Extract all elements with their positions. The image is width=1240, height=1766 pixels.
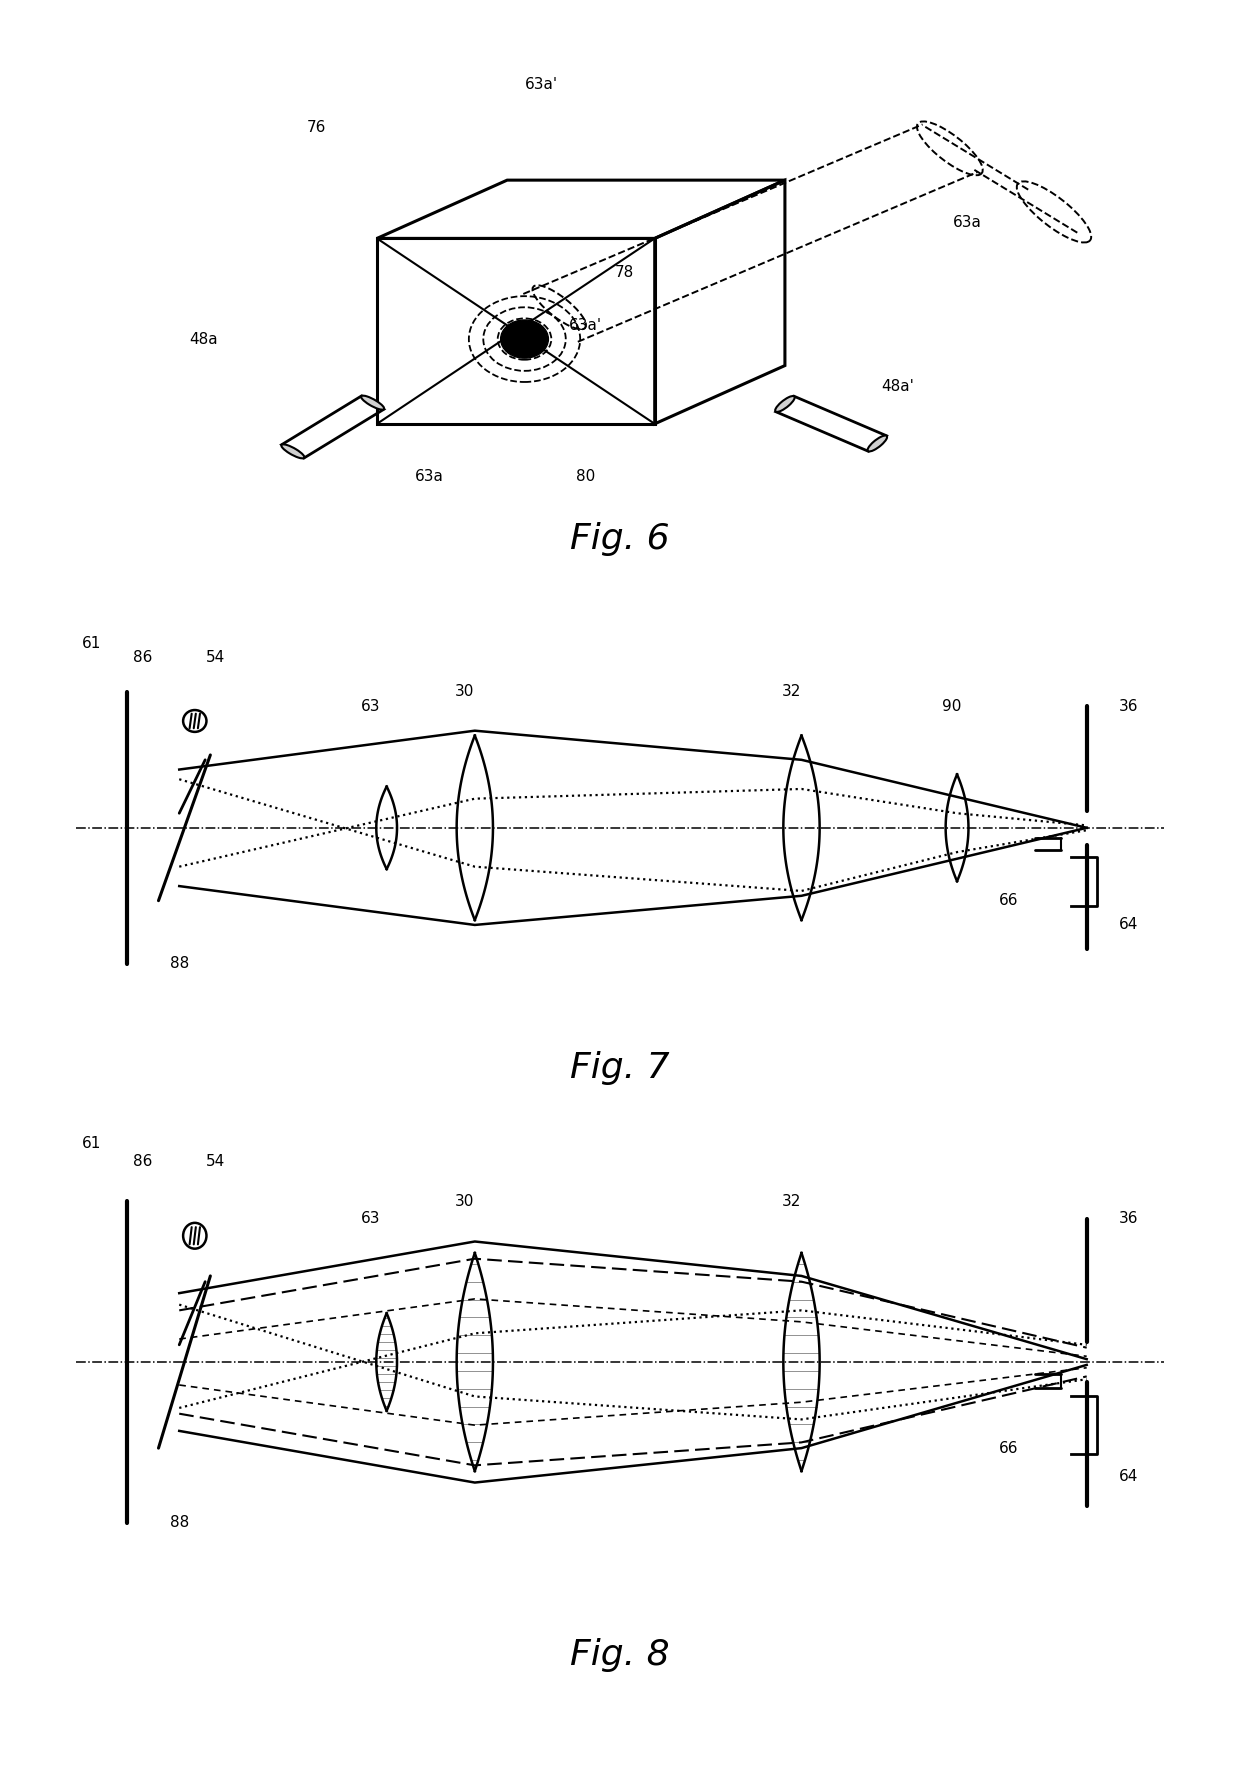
Text: 76: 76 xyxy=(306,120,326,134)
Text: 63a: 63a xyxy=(952,215,982,230)
Ellipse shape xyxy=(281,445,304,459)
Text: 80: 80 xyxy=(575,470,595,484)
Text: 48a': 48a' xyxy=(882,380,914,394)
Text: Fig. 6: Fig. 6 xyxy=(570,521,670,556)
Text: 64: 64 xyxy=(1118,1469,1138,1483)
Text: 90: 90 xyxy=(942,699,961,713)
Ellipse shape xyxy=(501,320,548,358)
Text: 66: 66 xyxy=(999,894,1018,908)
Text: 63a': 63a' xyxy=(526,78,558,92)
Text: 54: 54 xyxy=(206,650,226,666)
Ellipse shape xyxy=(775,396,795,411)
Ellipse shape xyxy=(361,396,384,410)
Text: 63a': 63a' xyxy=(569,318,601,334)
Text: 32: 32 xyxy=(781,1194,801,1208)
Text: 32: 32 xyxy=(781,685,801,699)
Text: 54: 54 xyxy=(206,1153,226,1169)
Text: Fig. 8: Fig. 8 xyxy=(570,1637,670,1672)
Text: 36: 36 xyxy=(1118,1211,1138,1226)
Text: 48a: 48a xyxy=(188,332,218,346)
Text: Fig. 7: Fig. 7 xyxy=(570,1051,670,1086)
Text: 61: 61 xyxy=(82,1137,100,1151)
Text: 30: 30 xyxy=(455,1194,474,1208)
Text: 78: 78 xyxy=(615,265,634,281)
Text: 63: 63 xyxy=(361,699,381,713)
Text: 63a: 63a xyxy=(414,470,444,484)
Text: 63: 63 xyxy=(361,1211,381,1226)
Text: 66: 66 xyxy=(999,1441,1018,1455)
Text: 61: 61 xyxy=(82,636,100,650)
Text: 88: 88 xyxy=(170,1515,188,1529)
Text: 36: 36 xyxy=(1118,699,1138,713)
Text: 30: 30 xyxy=(455,685,474,699)
Text: 88: 88 xyxy=(170,957,188,971)
Ellipse shape xyxy=(868,436,887,452)
Text: 86: 86 xyxy=(133,650,153,666)
Text: 64: 64 xyxy=(1118,918,1138,932)
Text: 86: 86 xyxy=(133,1153,153,1169)
